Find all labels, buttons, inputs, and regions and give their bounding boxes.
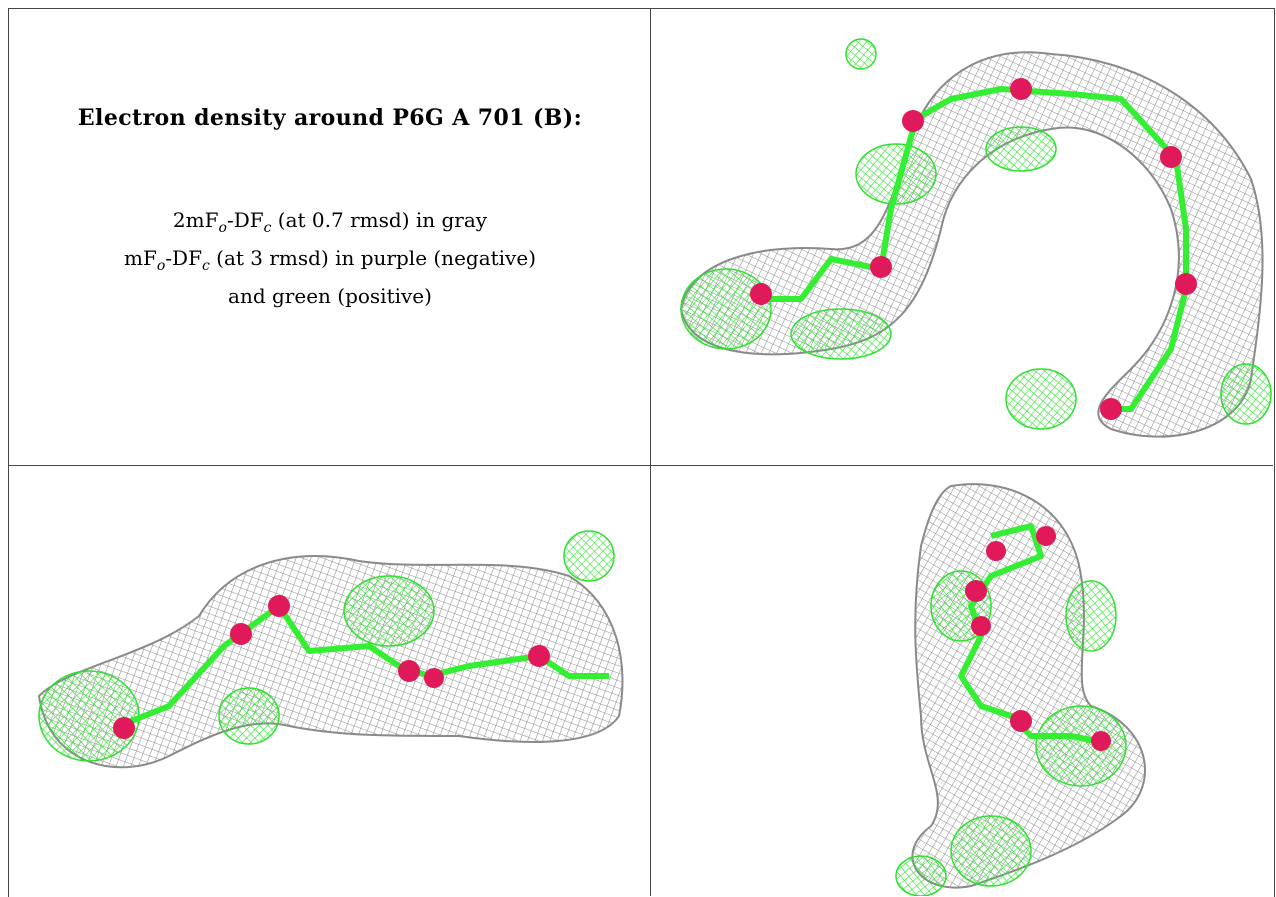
oxygen-atoms	[750, 78, 1197, 420]
green-density-blob	[680, 268, 772, 350]
oxygen-atoms	[113, 595, 550, 739]
legend-line-positive: and green (positive)	[228, 284, 432, 308]
green-density-blob	[343, 575, 435, 647]
green-density-blob	[1005, 368, 1077, 430]
gray-density-mesh	[679, 51, 1264, 438]
density-view-2	[9, 466, 650, 896]
figure-description: 2mFo-DFc (at 0.7 rmsd) in gray mFo-DFc (…	[10, 205, 650, 311]
density-view-1	[651, 9, 1272, 464]
legend-line-gray: 2mFo-DFc (at 0.7 rmsd) in gray	[172, 208, 488, 236]
green-density-blob	[855, 143, 937, 205]
density-view-3	[651, 466, 1272, 896]
row-divider	[8, 465, 1273, 466]
gray-density-mesh	[911, 483, 1146, 889]
figure-title: Electron density around P6G A 701 (B):	[77, 105, 583, 131]
green-density-blob	[985, 126, 1057, 172]
column-divider	[650, 8, 651, 896]
green-density-blob	[950, 815, 1032, 887]
green-density-blob	[790, 308, 892, 360]
green-density-blob	[845, 38, 877, 70]
green-density-blob	[218, 687, 280, 745]
legend-line-difference: mFo-DFc (at 3 rmsd) in purple (negative)	[124, 246, 536, 274]
green-density-blob	[1220, 363, 1272, 425]
gray-density-mesh	[37, 555, 624, 769]
green-density-blob	[1065, 580, 1117, 652]
green-density-blob	[1035, 705, 1127, 787]
ligand-bonds	[958, 523, 1097, 744]
green-density-blob	[38, 670, 140, 762]
caption-cell: Electron density around P6G A 701 (B): 2…	[10, 10, 650, 465]
figure-table	[8, 8, 1275, 897]
density-view-1-image	[679, 38, 1272, 438]
density-view-2-image	[37, 530, 624, 769]
green-density-blob	[895, 855, 947, 896]
green-density-blob	[563, 530, 615, 582]
ligand-bonds	[761, 86, 1189, 412]
density-view-3-image	[895, 483, 1146, 896]
oxygen-atoms	[965, 526, 1111, 751]
